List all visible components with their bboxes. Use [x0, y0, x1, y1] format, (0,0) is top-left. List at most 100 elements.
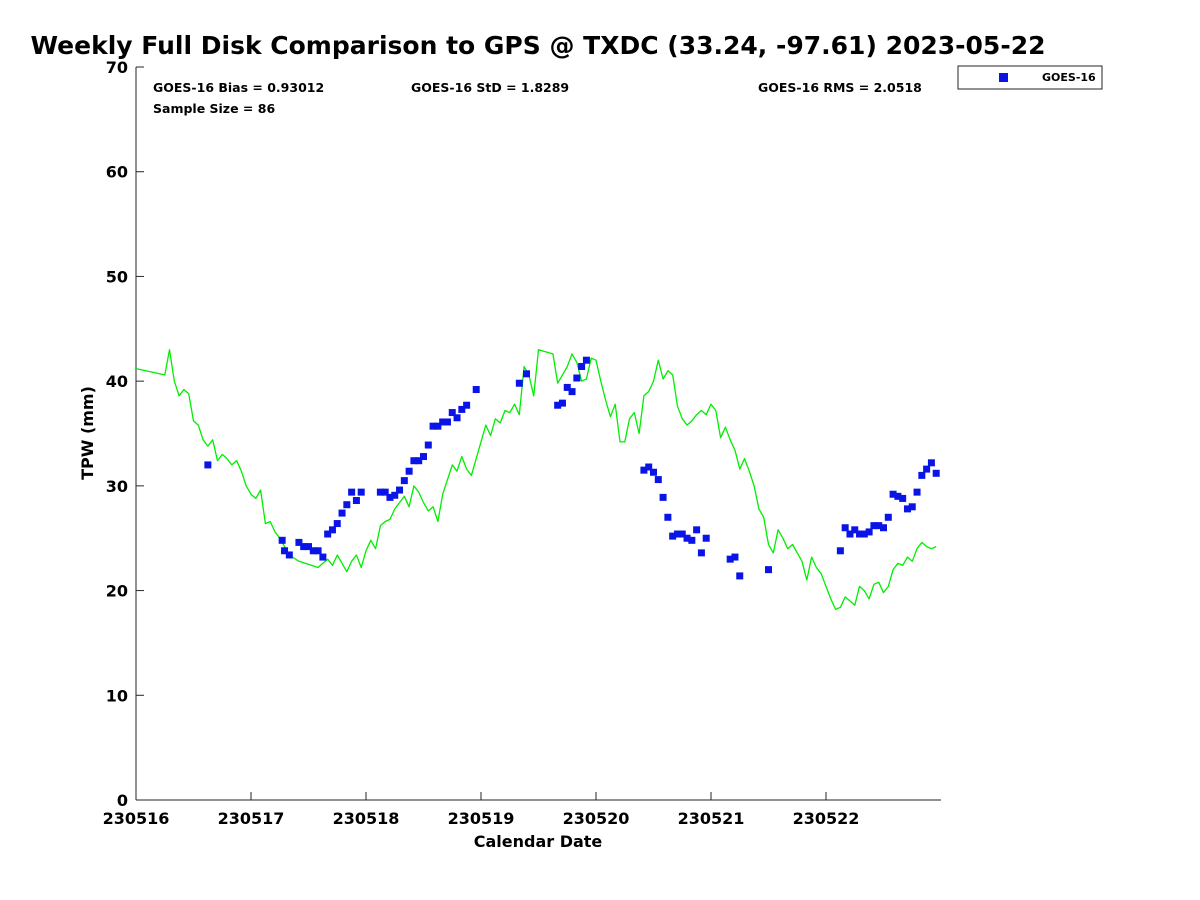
- goes16-point: [523, 370, 531, 378]
- goes16-point: [305, 543, 312, 551]
- goes16-point: [640, 466, 648, 474]
- y-tick-label: 30: [106, 477, 128, 496]
- goes16-point: [702, 534, 710, 542]
- x-tick-label: 230518: [333, 809, 400, 828]
- goes16-point: [578, 362, 586, 370]
- x-axis-label: Calendar Date: [474, 832, 603, 851]
- goes16-point: [650, 468, 657, 476]
- goes16-point: [554, 401, 562, 409]
- goes16-point: [645, 463, 653, 471]
- stat-sample-size: Sample Size = 86: [153, 101, 275, 116]
- y-axis-label: TPW (mm): [78, 386, 97, 480]
- goes16-point: [300, 543, 308, 551]
- goes16-point: [693, 526, 701, 534]
- goes16-point: [391, 491, 399, 499]
- y-tick-label: 50: [106, 267, 128, 286]
- stat-std: GOES-16 StD = 1.8289: [411, 80, 569, 95]
- goes16-point: [352, 497, 360, 505]
- y-tick-label: 70: [106, 58, 128, 77]
- x-tick-label: 230522: [793, 809, 860, 828]
- goes16-point: [324, 530, 332, 538]
- goes16-point: [515, 379, 523, 387]
- goes16-point: [889, 490, 897, 498]
- goes16-point: [439, 418, 447, 426]
- goes16-scatter-series: [204, 356, 940, 580]
- goes16-point: [295, 538, 303, 546]
- goes16-point: [573, 374, 581, 382]
- goes16-point: [558, 399, 566, 407]
- goes16-point: [582, 356, 590, 364]
- goes16-point: [410, 457, 418, 465]
- goes16-point: [278, 536, 286, 544]
- goes16-point: [338, 509, 346, 517]
- legend-marker-goes16: [999, 73, 1008, 82]
- goes16-point: [726, 555, 734, 563]
- goes16-point: [765, 566, 772, 574]
- goes16-point: [664, 513, 672, 521]
- goes16-point: [463, 401, 471, 409]
- goes16-point: [880, 524, 887, 532]
- goes16-point: [319, 553, 327, 561]
- goes16-point: [918, 471, 926, 479]
- goes16-point: [894, 492, 902, 500]
- legend-box: [957, 65, 1103, 90]
- stat-bias: GOES-16 Bias = 0.93012: [153, 80, 324, 95]
- x-tick-label: 230516: [103, 809, 170, 828]
- y-tick-label: 0: [117, 791, 128, 810]
- y-tick-label: 20: [106, 582, 128, 601]
- goes16-point: [309, 547, 317, 555]
- goes16-point: [875, 522, 883, 530]
- goes16-point: [903, 505, 911, 513]
- goes16-point: [851, 526, 859, 534]
- y-ticks: 0 10 20 30 40 50 60 70: [106, 58, 144, 810]
- goes16-point: [434, 422, 442, 430]
- x-tick-label: 230521: [678, 809, 745, 828]
- goes16-point: [333, 520, 341, 528]
- goes16-point: [865, 528, 873, 536]
- goes16-point: [285, 551, 293, 559]
- goes16-point: [563, 383, 571, 391]
- goes16-point: [314, 547, 322, 555]
- goes16-point: [927, 459, 935, 467]
- goes16-point: [328, 526, 336, 534]
- x-tick-label: 230517: [218, 809, 285, 828]
- goes16-point: [396, 486, 404, 494]
- goes16-point: [697, 549, 705, 557]
- goes16-point: [381, 488, 389, 496]
- x-ticks: 230516 230517 230518 230519 230520 230521 2305…: [103, 792, 860, 828]
- goes16-point: [400, 477, 408, 485]
- goes16-point: [357, 488, 365, 496]
- goes16-point: [281, 547, 289, 555]
- y-tick-label: 10: [106, 686, 128, 705]
- goes16-point: [673, 530, 681, 538]
- goes16-point: [420, 453, 427, 461]
- goes16-point: [731, 553, 739, 561]
- goes16-point: [386, 493, 394, 501]
- goes16-point: [376, 488, 384, 496]
- goes16-point: [405, 467, 413, 475]
- goes16-point: [836, 547, 844, 555]
- y-tick-label: 40: [106, 372, 128, 391]
- goes16-point: [348, 488, 356, 496]
- goes16-point: [923, 465, 931, 473]
- goes16-point: [856, 530, 864, 538]
- goes16-point: [424, 441, 432, 449]
- goes16-point: [688, 536, 696, 544]
- goes16-point: [860, 530, 868, 538]
- legend-label-goes16: GOES-16: [1042, 71, 1096, 84]
- goes16-point: [932, 469, 940, 477]
- stat-rms: GOES-16 RMS = 2.0518: [758, 80, 922, 95]
- goes16-point: [429, 422, 437, 430]
- goes16-point: [654, 476, 662, 484]
- goes16-point: [846, 530, 854, 538]
- goes16-point: [841, 524, 849, 532]
- goes16-point: [204, 461, 212, 469]
- x-tick-label: 230520: [563, 809, 630, 828]
- legend: GOES-16: [957, 65, 1103, 90]
- plot-area: [135, 67, 941, 801]
- goes16-point: [458, 405, 466, 413]
- goes16-point: [913, 488, 921, 496]
- goes16-point: [683, 534, 691, 542]
- goes16-point: [415, 457, 423, 465]
